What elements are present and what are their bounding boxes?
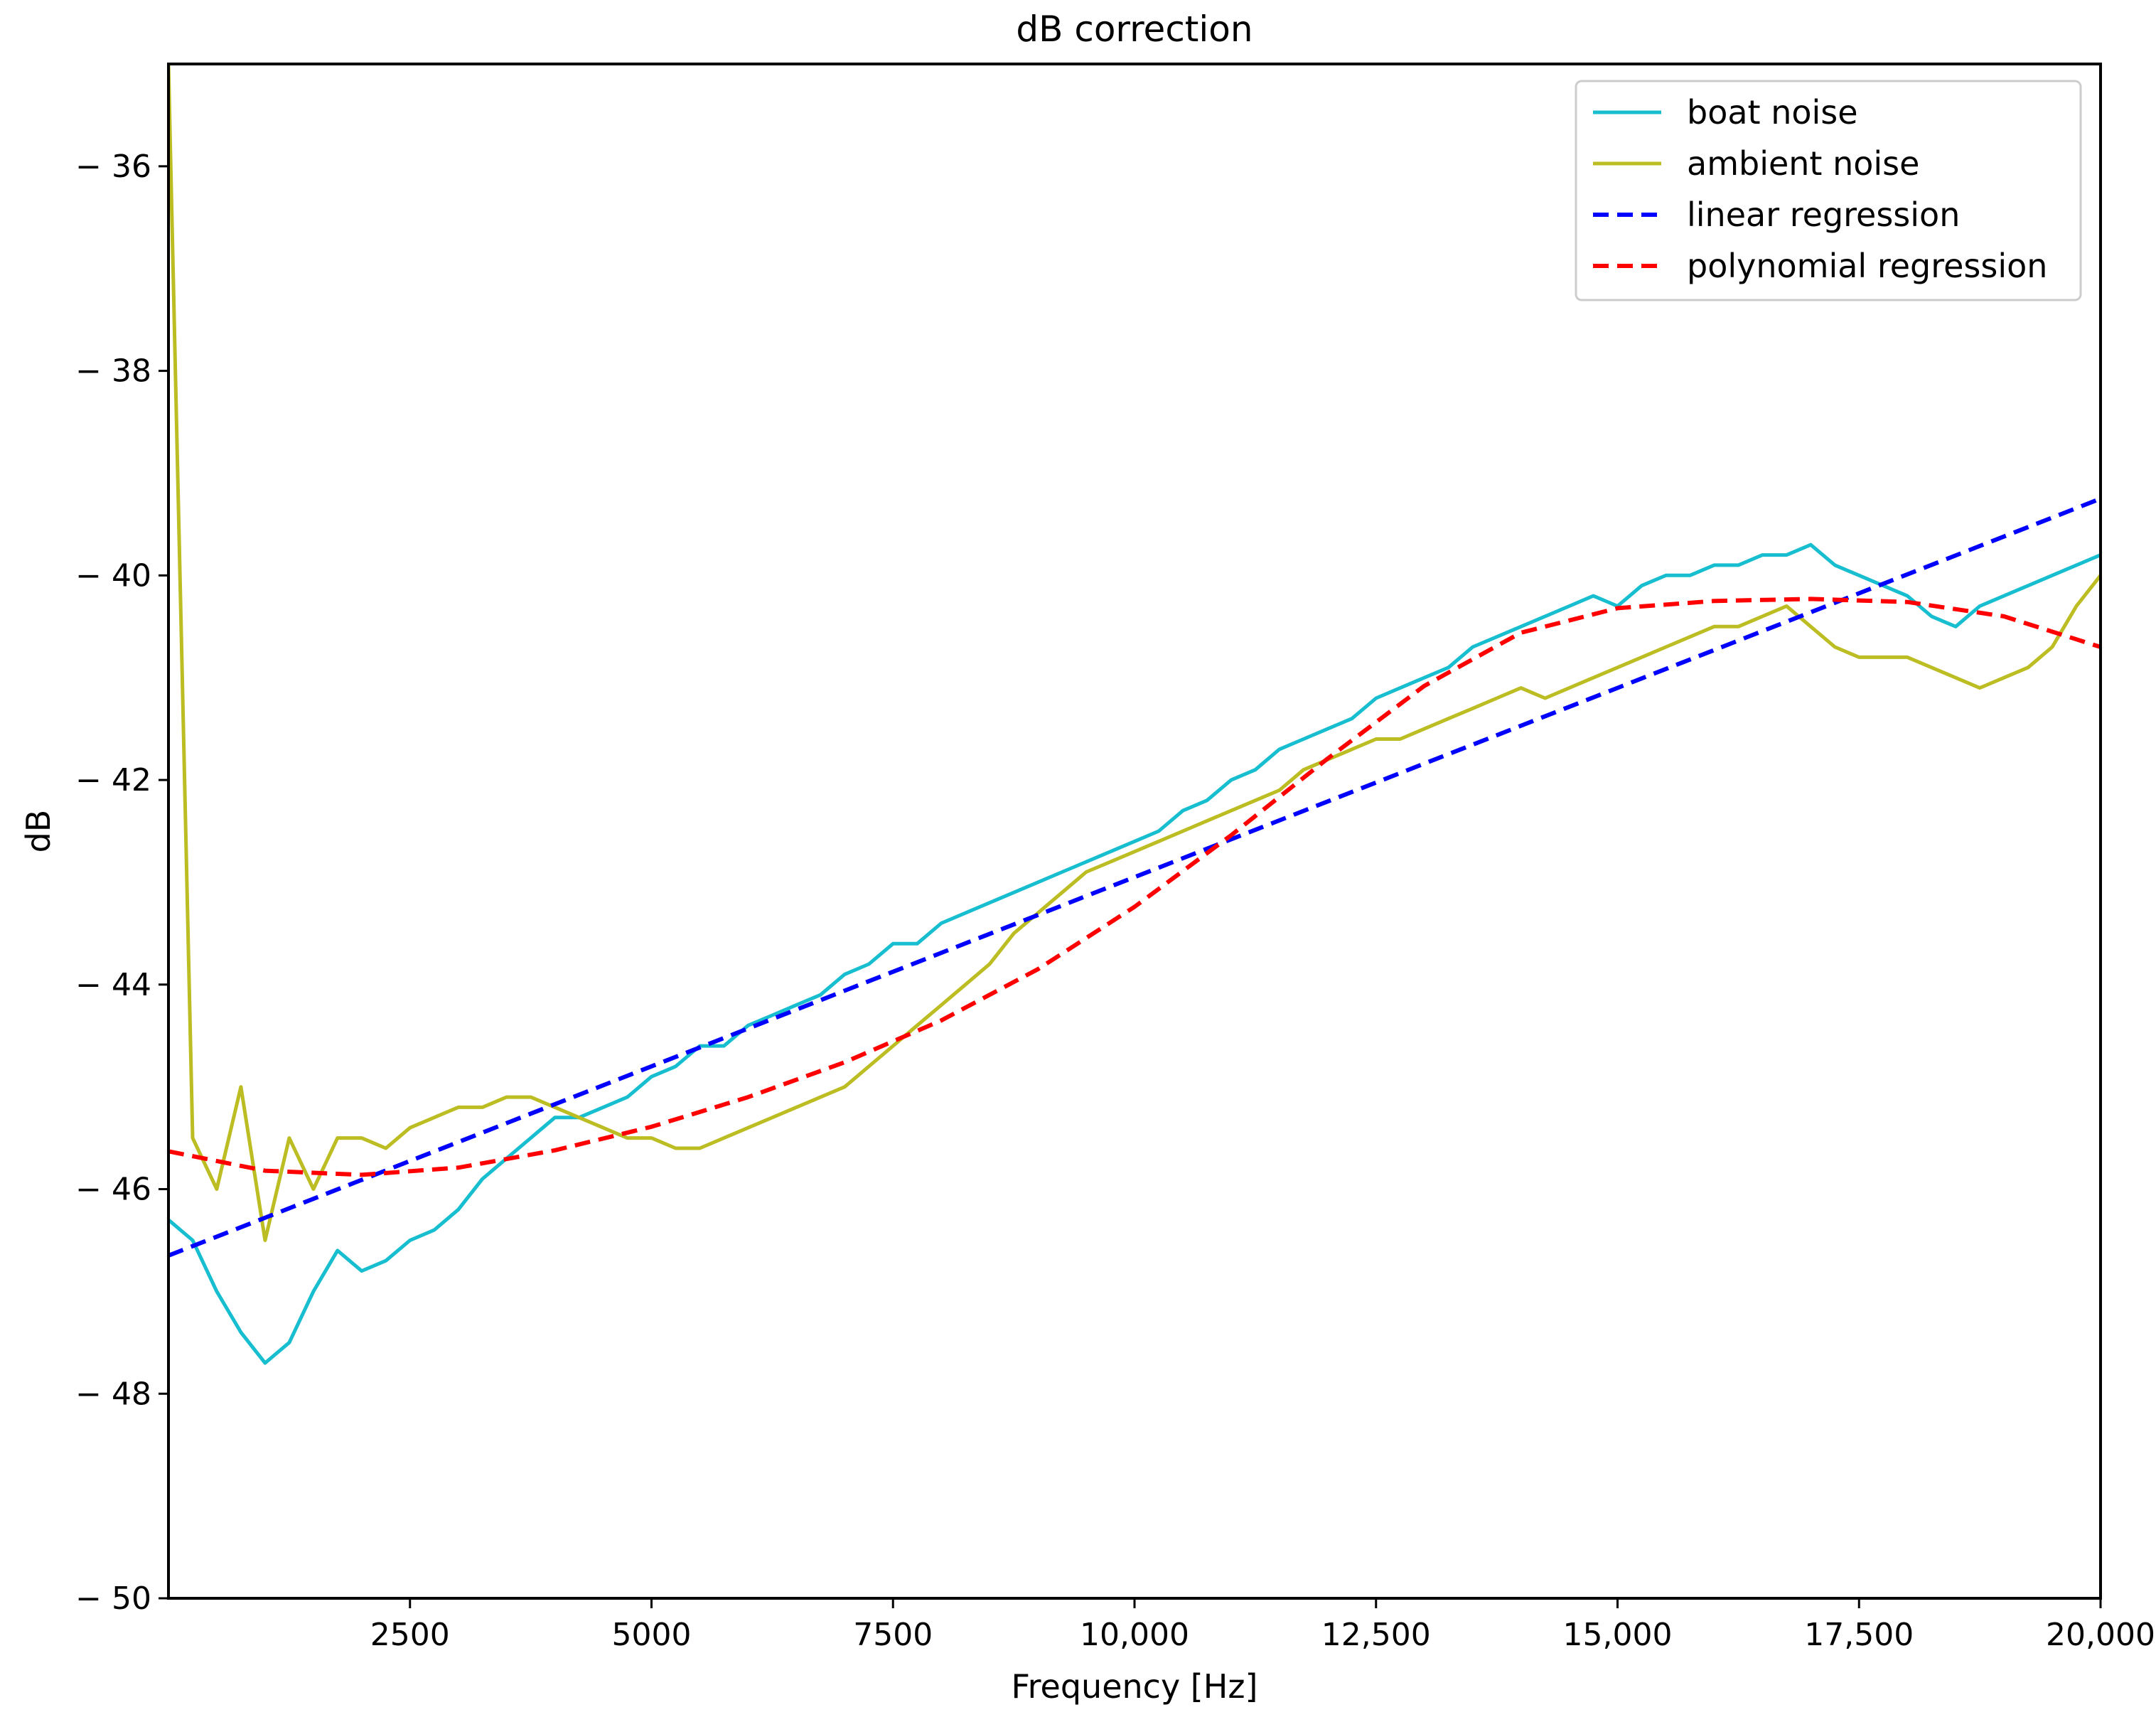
- legend-label-polynomial-regression: polynomial regression: [1687, 247, 2047, 285]
- x-axis: 2500 5000 7500 10,000 12,500 15,000 17,500 20,0…: [370, 1598, 2155, 1653]
- legend-label-boat-noise: boat noise: [1687, 93, 1858, 132]
- y-tick-label: − 48: [75, 1376, 151, 1412]
- y-tick-label: − 40: [75, 557, 151, 594]
- legend: boat noise ambient noise linear regression…: [1575, 80, 2082, 301]
- y-tick-label: − 38: [75, 353, 151, 390]
- y-axis: − 36 − 38 − 40 − 42 − 44 − 46 − 48 − 50: [75, 149, 168, 1617]
- y-tick-label: − 36: [75, 149, 151, 185]
- series-line-linear-regression: [168, 496, 2101, 1258]
- chart-title: dB correction: [1016, 9, 1253, 50]
- x-tick-label: 20,000: [2046, 1617, 2155, 1653]
- x-tick-label: 17,500: [1804, 1617, 1914, 1653]
- y-tick-label: − 42: [75, 762, 151, 798]
- y-axis-label: dB: [19, 810, 58, 853]
- legend-box: [1575, 80, 2082, 301]
- x-tick-label: 7500: [853, 1617, 933, 1653]
- series-layer: [168, 64, 2101, 1365]
- y-tick-label: − 46: [75, 1172, 151, 1208]
- y-tick-label: − 44: [75, 967, 151, 1003]
- series-line-ambient-noise: [168, 64, 2101, 1242]
- x-tick-label: 5000: [612, 1617, 692, 1653]
- legend-label-ambient-noise: ambient noise: [1687, 144, 1919, 183]
- x-tick-label: 2500: [370, 1617, 450, 1653]
- legend-label-linear-regression: linear regression: [1687, 196, 1960, 234]
- x-tick-label: 12,500: [1321, 1617, 1431, 1653]
- x-axis-label: Frequency [Hz]: [1012, 1667, 1258, 1706]
- x-tick-label: 10,000: [1080, 1617, 1189, 1653]
- x-tick-label: 15,000: [1563, 1617, 1673, 1653]
- series-line-boat-noise: [168, 542, 2101, 1365]
- y-tick-label: − 50: [75, 1581, 151, 1617]
- series-line-polynomial-regression: [168, 597, 2101, 1177]
